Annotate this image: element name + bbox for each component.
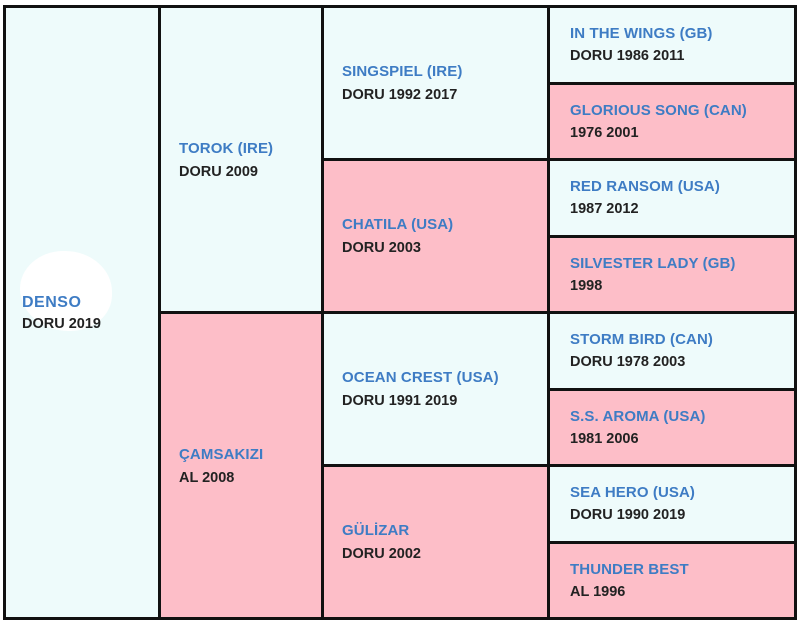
sire-sire-name[interactable]: SINGSPIEL (IRE) bbox=[342, 63, 463, 80]
dam-sire-name[interactable]: OCEAN CREST (USA) bbox=[342, 369, 499, 386]
sire-dam-info: DORU 2003 bbox=[342, 240, 421, 256]
sire-sire-info: DORU 1992 2017 bbox=[342, 87, 458, 103]
ancestor-cell: GLORIOUS SONG (CAN) 1976 2001 bbox=[550, 84, 794, 158]
ancestor-name[interactable]: IN THE WINGS (GB) bbox=[570, 25, 713, 43]
pedigree-table: DENSO DORU 2019 TOROK (IRE) DORU 2009 ÇA… bbox=[3, 5, 797, 620]
ancestor-name[interactable]: SILVESTER LADY (GB) bbox=[570, 254, 736, 272]
ancestor-cell: SEA HERO (USA) DORU 1990 2019 bbox=[550, 467, 794, 541]
dam-cell: ÇAMSAKIZI AL 2008 bbox=[161, 314, 321, 617]
ancestor-name[interactable]: THUNDER BEST bbox=[570, 560, 689, 578]
ancestor-cell: IN THE WINGS (GB) DORU 1986 2011 bbox=[550, 8, 794, 82]
sire-info: DORU 2009 bbox=[179, 163, 258, 180]
sire-sire-cell: SINGSPIEL (IRE) DORU 1992 2017 bbox=[324, 8, 547, 158]
dam-dam-cell: GÜLİZAR DORU 2002 bbox=[324, 467, 547, 617]
ancestor-info: AL 1996 bbox=[570, 583, 626, 600]
ancestor-name[interactable]: SEA HERO (USA) bbox=[570, 484, 696, 502]
subject-info: DORU 2019 bbox=[22, 315, 101, 332]
ancestor-info: 1987 2012 bbox=[570, 201, 639, 218]
ancestor-info: 1981 2006 bbox=[570, 430, 639, 447]
ancestor-cell: S.S. AROMA (USA) 1981 2006 bbox=[550, 390, 794, 464]
ancestor-cell: STORM BIRD (CAN) DORU 1978 2003 bbox=[550, 314, 794, 388]
sire-dam-cell: CHATILA (USA) DORU 2003 bbox=[324, 161, 547, 311]
ancestor-name[interactable]: RED RANSOM (USA) bbox=[570, 178, 720, 196]
decorative-blob bbox=[20, 251, 112, 331]
dam-info: AL 2008 bbox=[179, 469, 235, 486]
sire-cell: TOROK (IRE) DORU 2009 bbox=[161, 8, 321, 311]
ancestor-info: 1976 2001 bbox=[570, 124, 639, 141]
ancestor-cell: RED RANSOM (USA) 1987 2012 bbox=[550, 161, 794, 235]
dam-sire-info: DORU 1991 2019 bbox=[342, 393, 458, 409]
ancestor-info: DORU 1978 2003 bbox=[570, 354, 686, 371]
ancestor-cell: SILVESTER LADY (GB) 1998 bbox=[550, 237, 794, 311]
ancestor-name[interactable]: STORM BIRD (CAN) bbox=[570, 331, 713, 349]
ancestor-info: DORU 1990 2019 bbox=[570, 507, 686, 524]
sire-name[interactable]: TOROK (IRE) bbox=[179, 139, 274, 157]
ancestor-info: DORU 1986 2011 bbox=[570, 48, 685, 65]
dam-dam-info: DORU 2002 bbox=[342, 546, 421, 562]
dam-sire-cell: OCEAN CREST (USA) DORU 1991 2019 bbox=[324, 314, 547, 464]
sire-dam-name[interactable]: CHATILA (USA) bbox=[342, 216, 454, 233]
ancestor-name[interactable]: S.S. AROMA (USA) bbox=[570, 407, 706, 425]
subject-cell: DENSO DORU 2019 bbox=[6, 8, 158, 617]
subject-name[interactable]: DENSO bbox=[22, 293, 82, 311]
dam-dam-name[interactable]: GÜLİZAR bbox=[342, 522, 410, 539]
ancestor-info: 1998 bbox=[570, 277, 603, 294]
dam-name[interactable]: ÇAMSAKIZI bbox=[179, 445, 264, 463]
ancestor-name[interactable]: GLORIOUS SONG (CAN) bbox=[570, 101, 747, 119]
ancestor-cell: THUNDER BEST AL 1996 bbox=[550, 543, 794, 617]
